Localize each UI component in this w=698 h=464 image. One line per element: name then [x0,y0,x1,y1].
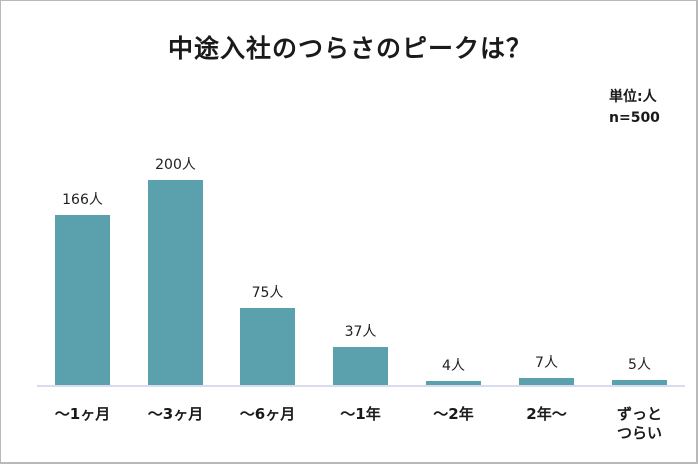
bar [426,381,481,385]
bar [55,215,110,385]
x-axis-category-label: ～2年 [408,405,500,424]
bar [333,347,388,385]
category-line-1: ～2年 [433,405,474,423]
x-axis-category-label: 2年～ [501,405,593,424]
category-line-1: ずっと [616,405,662,423]
unit-label: 単位:人 [609,89,657,105]
x-axis-baseline [37,385,685,387]
category-line-2: つらい [616,424,662,442]
chart-title: 中途入社のつらさのピークは？ [167,34,532,63]
category-line-1: ～1年 [340,405,381,423]
x-axis-category-label: ～1年 [315,405,407,424]
unit-note: 単位:人 n=500 [609,87,660,129]
bar-value-label: 75人 [251,285,284,301]
x-axis-category-label: ～3ヶ月 [130,405,222,424]
sample-size-label: n=500 [609,110,660,126]
bar [240,308,295,385]
x-axis-category-label: ～6ヶ月 [222,405,314,424]
bar [519,378,574,385]
x-axis-category-label: ずっと つらい [594,405,686,443]
category-line-1: ～1ヶ月 [54,405,111,423]
bar-value-label: 166人 [62,192,103,208]
bar-value-label: 5人 [628,357,651,373]
bar-value-label: 7人 [535,355,558,371]
bar-value-label: 200人 [155,157,196,173]
bar [148,180,203,385]
x-axis-category-label: ～1ヶ月 [37,405,129,424]
category-line-1: ～3ヶ月 [147,405,204,423]
bar-value-label: 37人 [344,324,377,340]
bar-value-label: 4人 [442,358,465,374]
bar [612,380,667,385]
category-line-1: 2年～ [526,405,567,423]
category-line-1: ～6ヶ月 [239,405,296,423]
